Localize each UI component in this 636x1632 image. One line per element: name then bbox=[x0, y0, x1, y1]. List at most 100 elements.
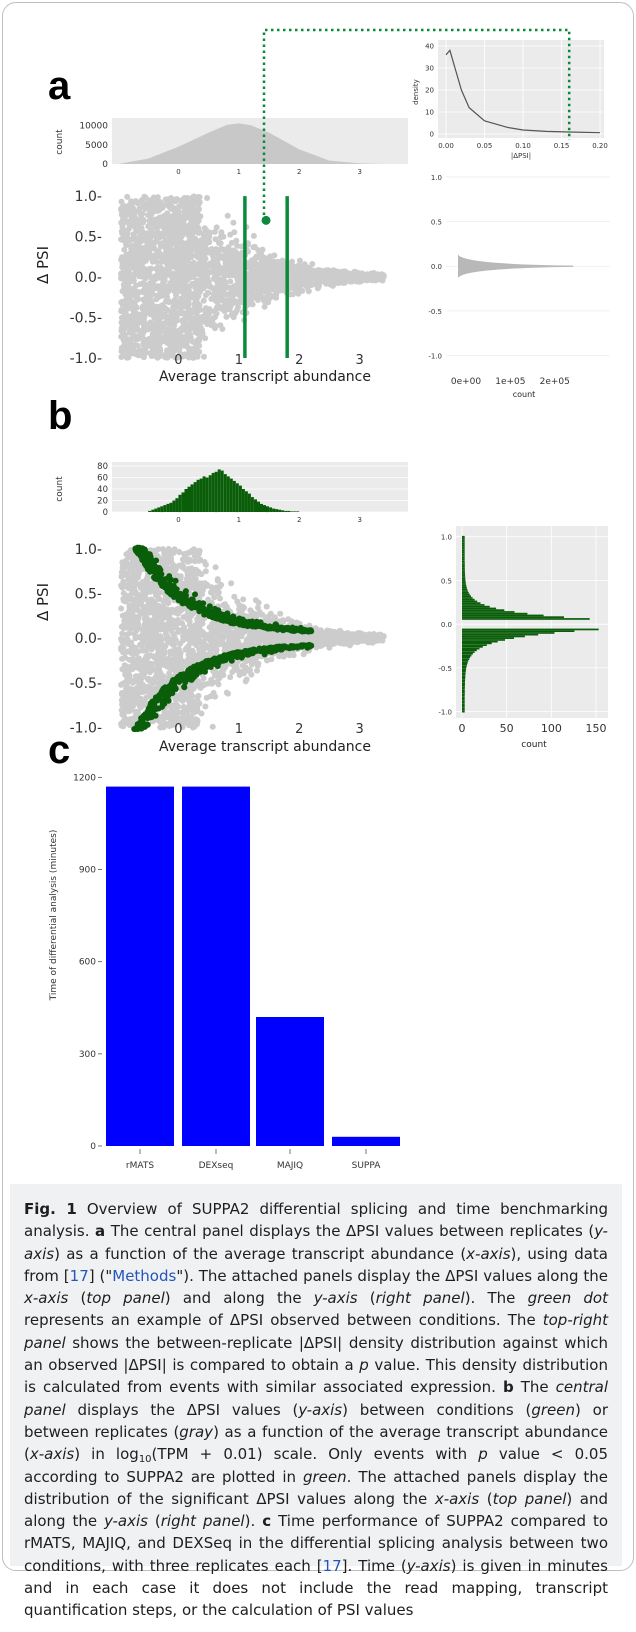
data-point bbox=[146, 336, 152, 342]
data-point bbox=[301, 279, 307, 285]
y-tick-label: 20 bbox=[97, 497, 108, 507]
x-tick-label: 3 bbox=[356, 353, 364, 368]
data-point bbox=[126, 554, 132, 560]
data-point bbox=[119, 631, 125, 637]
data-point bbox=[121, 219, 127, 225]
data-point bbox=[226, 260, 232, 266]
data-point bbox=[171, 322, 177, 328]
histogram-bar bbox=[160, 506, 163, 512]
data-point bbox=[127, 348, 133, 354]
histogram-bar bbox=[206, 478, 209, 513]
data-point bbox=[132, 658, 138, 664]
data-point bbox=[290, 273, 296, 279]
histogram-bar bbox=[296, 511, 299, 512]
data-point bbox=[182, 230, 188, 236]
x-tick-label: 0.15 bbox=[554, 142, 570, 150]
data-point bbox=[196, 332, 202, 338]
data-point bbox=[148, 266, 154, 272]
data-point bbox=[173, 246, 179, 252]
data-point bbox=[141, 354, 147, 360]
data-point bbox=[151, 245, 157, 251]
data-point bbox=[133, 619, 139, 625]
data-point bbox=[219, 277, 225, 283]
data-point bbox=[195, 308, 201, 314]
data-point bbox=[183, 613, 189, 619]
data-point bbox=[183, 310, 189, 316]
y-tick-label: -0.5- bbox=[70, 310, 102, 326]
data-point bbox=[217, 298, 223, 304]
histogram-bar bbox=[227, 476, 230, 512]
data-point bbox=[178, 573, 184, 579]
data-point bbox=[289, 259, 295, 265]
data-point bbox=[154, 645, 160, 651]
data-point bbox=[231, 292, 237, 298]
y-tick-label: 0 bbox=[102, 160, 108, 170]
data-point bbox=[133, 305, 139, 311]
y-tick-label: 0 bbox=[103, 508, 108, 518]
data-point bbox=[127, 692, 133, 698]
data-point bbox=[235, 275, 241, 281]
histogram-bar bbox=[178, 495, 181, 512]
data-point bbox=[181, 291, 187, 297]
data-point bbox=[157, 223, 163, 229]
data-point bbox=[352, 269, 358, 275]
histogram-bar bbox=[224, 474, 227, 512]
histogram-bar bbox=[209, 475, 212, 512]
data-point bbox=[181, 326, 187, 332]
data-point bbox=[131, 584, 137, 590]
data-point bbox=[146, 676, 152, 682]
data-point bbox=[162, 552, 168, 558]
data-point bbox=[123, 599, 129, 605]
histogram-bar bbox=[148, 511, 151, 512]
histogram-bar bbox=[218, 469, 221, 512]
data-point bbox=[167, 353, 173, 359]
data-point bbox=[251, 233, 257, 239]
data-point bbox=[196, 206, 202, 212]
data-point bbox=[173, 610, 179, 616]
data-point bbox=[169, 315, 175, 321]
data-point bbox=[157, 724, 163, 730]
data-point bbox=[166, 286, 172, 292]
data-point bbox=[276, 279, 282, 285]
data-point bbox=[123, 593, 129, 599]
data-point bbox=[141, 329, 147, 335]
data-point bbox=[186, 720, 192, 726]
data-point bbox=[364, 274, 370, 280]
data-point bbox=[294, 265, 300, 271]
data-point bbox=[160, 302, 166, 308]
data-point bbox=[250, 301, 256, 307]
histogram-bar bbox=[260, 504, 263, 512]
data-point bbox=[159, 314, 165, 320]
data-point bbox=[219, 233, 225, 239]
histogram-bar bbox=[200, 479, 203, 512]
histogram-bar bbox=[248, 494, 251, 512]
data-point bbox=[249, 280, 255, 286]
data-point bbox=[120, 613, 126, 619]
y-tick-label: 5000 bbox=[85, 141, 108, 151]
data-point bbox=[203, 308, 209, 314]
data-point bbox=[179, 318, 185, 324]
data-point bbox=[178, 650, 184, 656]
data-point bbox=[221, 256, 227, 262]
data-point bbox=[149, 232, 155, 238]
data-point bbox=[127, 323, 133, 329]
y-tick-label: 30 bbox=[425, 65, 434, 73]
data-point bbox=[126, 280, 132, 286]
data-point bbox=[161, 274, 167, 280]
histogram-bar bbox=[182, 492, 185, 512]
data-point bbox=[234, 243, 240, 249]
data-point bbox=[140, 280, 146, 286]
data-point bbox=[157, 286, 163, 292]
data-point bbox=[166, 196, 172, 202]
data-point bbox=[152, 602, 158, 608]
data-point bbox=[149, 210, 155, 216]
histogram-bar bbox=[197, 480, 200, 512]
data-point bbox=[236, 255, 242, 261]
data-point bbox=[144, 641, 150, 647]
data-point bbox=[233, 238, 239, 244]
data-point bbox=[157, 676, 163, 682]
x-tick-label: 3 bbox=[357, 516, 361, 524]
data-point bbox=[123, 686, 129, 692]
x-tick-label: 1 bbox=[237, 168, 241, 176]
